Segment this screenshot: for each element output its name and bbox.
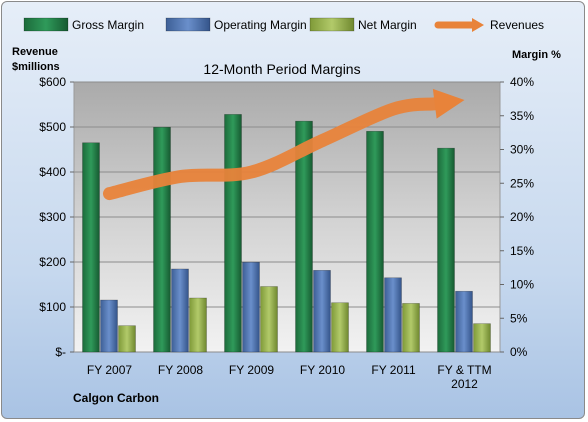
bar-net-margin	[189, 297, 207, 353]
bar-net-margin	[260, 286, 278, 353]
legend-label: Gross Margin	[72, 18, 144, 32]
bar-net-margin	[402, 303, 420, 353]
left-tick-label: $600	[39, 75, 66, 89]
category-label: FY & TTM	[437, 363, 491, 377]
bar-operating-margin	[242, 261, 260, 353]
left-tick-labels: $600 $500 $400 $300 $200 $100 $-	[39, 75, 74, 359]
bar-operating-margin	[100, 299, 118, 353]
gridlines	[74, 81, 500, 353]
left-tick-label: $200	[39, 255, 66, 269]
legend-label: Operating Margin	[214, 18, 307, 32]
category-labels: FY 2007 FY 2008 FY 2009 FY 2010 FY 2011 FY & …	[87, 363, 492, 391]
bar-net-margin	[473, 323, 491, 353]
left-tick-label: $500	[39, 120, 66, 134]
bar-net-margin	[331, 302, 349, 353]
legend-label: Revenues	[490, 18, 544, 32]
chart-title: 12-Month Period Margins	[203, 61, 360, 77]
legend-swatch-operating-margin	[165, 17, 211, 32]
left-tick-label: $300	[39, 210, 66, 224]
right-axis-title: Margin %	[512, 49, 561, 61]
bar-gross-margin	[153, 126, 171, 353]
revenue-arrowhead	[432, 88, 465, 119]
bar-operating-margin	[313, 270, 331, 353]
legend-label: Net Margin	[358, 18, 417, 32]
bar-operating-margin	[384, 277, 402, 353]
left-tick-label: $400	[39, 165, 66, 179]
legend-swatch-gross-margin	[23, 17, 69, 32]
right-tick-label: 15%	[510, 244, 534, 258]
bar-gross-margin	[82, 142, 100, 353]
category-label: 2012	[451, 377, 478, 391]
company-label: Calgon Carbon	[73, 391, 159, 405]
right-tick-label: 10%	[510, 278, 534, 292]
bar-operating-margin	[455, 290, 473, 353]
legend-arrowhead	[472, 18, 484, 32]
left-tick-label: $100	[39, 300, 66, 314]
category-label: FY 2008	[158, 363, 203, 377]
bar-gross-margin	[366, 130, 384, 353]
legend: Gross Margin Operating Margin Net Margin Re…	[23, 17, 544, 32]
legend-swatch-net-margin	[309, 17, 355, 32]
right-tick-labels: 40% 35% 30% 25% 20% 15% 10% 5% 0%	[500, 75, 534, 359]
bar-gross-margin	[295, 120, 313, 353]
category-label: FY 2007	[87, 363, 132, 377]
revenue-line	[103, 97, 442, 201]
bar-net-margin	[118, 325, 136, 353]
right-tick-label: 30%	[510, 143, 534, 157]
right-tick-label: 40%	[510, 75, 534, 89]
category-label: FY 2011	[371, 363, 416, 377]
category-label: FY 2010	[300, 363, 345, 377]
bar-gross-margin	[224, 114, 242, 353]
category-label: FY 2009	[229, 363, 274, 377]
bar-operating-margin	[171, 268, 189, 353]
right-tick-label: 35%	[510, 109, 534, 123]
revenue-series	[103, 88, 465, 201]
right-tick-label: 5%	[510, 311, 528, 325]
left-tick-label: $-	[55, 345, 66, 359]
left-axis-title-line1: Revenue	[12, 46, 58, 58]
bar-series	[82, 114, 491, 353]
right-tick-label: 25%	[510, 176, 534, 190]
left-axis-title-line2: $millions	[12, 61, 60, 73]
right-tick-label: 0%	[510, 345, 528, 359]
bar-gross-margin	[437, 147, 455, 353]
right-tick-label: 20%	[510, 210, 534, 224]
